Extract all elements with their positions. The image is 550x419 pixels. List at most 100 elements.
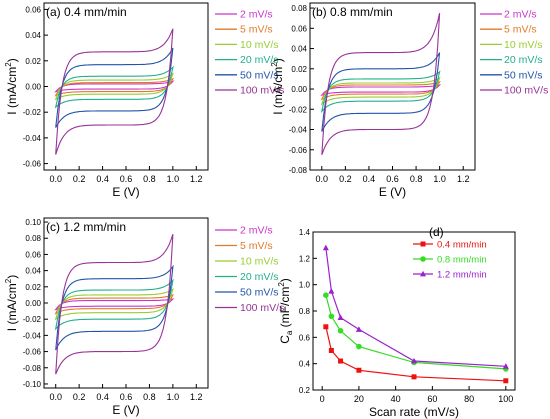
legend-label: 100 mV/s — [504, 85, 548, 97]
x-tick-label: 0.2 — [339, 174, 352, 184]
cv-curve — [54, 293, 175, 315]
x-tick-label: 20 — [354, 394, 364, 404]
data-point — [356, 343, 362, 350]
data-point — [356, 367, 362, 373]
data-point — [328, 313, 335, 320]
legend-label: 1.2 mm/min — [437, 270, 487, 281]
cv-curve — [321, 52, 441, 132]
y-tick-label: -0.06 — [23, 160, 42, 169]
data-point — [502, 363, 509, 369]
y-tick-label: -0.02 — [23, 108, 42, 117]
legend-label: 10 mV/s — [504, 39, 543, 51]
y-tick-label: -0.06 — [23, 348, 42, 357]
y-tick-label: -0.10 — [23, 380, 42, 389]
x-tick-label: 0.6 — [120, 174, 133, 184]
y-tick-label: 1.0 — [299, 281, 311, 290]
chart-panel-1: 0.0 0.2 0.4 0.6 0.8 1.0 1.2 -0.08 -0.06 -0.04 -0.0… — [270, 2, 548, 199]
y-tick-label: 0.06 — [25, 250, 41, 259]
y-tick-label: 0.08 — [25, 234, 41, 243]
x-tick-label: 0.4 — [96, 392, 109, 402]
cv-curve — [55, 28, 174, 155]
cv-curve — [54, 278, 174, 331]
y-tick-label: 1.4 — [299, 228, 311, 237]
legend-label: 100 mV/s — [240, 85, 284, 97]
x-tick-label: 0.6 — [120, 392, 133, 402]
series-line — [325, 247, 506, 367]
x-tick-label: 0.8 — [410, 174, 423, 184]
y-tick-label: 0.04 — [291, 45, 307, 54]
legend-label: 20 mV/s — [240, 54, 279, 66]
y-tick-label: 0.04 — [25, 267, 41, 276]
cv-curve — [54, 287, 174, 321]
legend-marker — [420, 241, 426, 247]
legend-label: 50 mV/s — [504, 69, 543, 81]
data-point — [411, 374, 417, 380]
y-axis-label: I (mA/cm2) — [4, 275, 19, 331]
data-point — [322, 244, 329, 251]
legend-label: 20 mV/s — [504, 54, 543, 66]
y-tick-label: 0.10 — [25, 218, 41, 227]
legend-label: 50 mV/s — [240, 69, 279, 81]
y-tick-label: 0.8 — [299, 307, 311, 316]
legend-label: 0.8 mm/min — [437, 255, 487, 266]
data-point — [323, 324, 329, 330]
x-tick-label: 100 — [498, 394, 513, 404]
y-tick-label: 0.08 — [291, 4, 307, 13]
legend-label: 100 mV/s — [240, 302, 284, 314]
series-line — [325, 326, 506, 382]
data-point — [337, 327, 344, 334]
y-tick-label: 0.06 — [291, 24, 307, 33]
x-tick-label: 40 — [391, 394, 401, 404]
cv-curve — [55, 264, 174, 351]
y-tick-label: -0.02 — [23, 315, 42, 324]
cv-curve — [320, 76, 441, 106]
y-tick-label: 0.00 — [291, 85, 307, 94]
y-tick-label: -0.02 — [289, 105, 308, 114]
y-tick-label: 0.2 — [299, 386, 311, 395]
cv-curve — [320, 80, 441, 101]
x-tick-label: 0.0 — [49, 174, 62, 184]
cv-curve — [320, 84, 442, 97]
cv-curve — [54, 77, 175, 97]
chart-panel-3: 0 20 40 60 80 100 0.2 0.4 0.6 0.8 1.0 1.2 1.4 Scan ra… — [277, 225, 516, 419]
y-tick-label: -0.04 — [23, 134, 42, 143]
legend-marker — [420, 256, 426, 262]
legend-label: 50 mV/s — [240, 287, 279, 299]
y-tick-label: 0.00 — [25, 299, 41, 308]
x-axis-label: E (V) — [379, 185, 406, 199]
data-point — [323, 292, 329, 299]
data-point — [503, 378, 509, 384]
data-point — [328, 348, 334, 353]
x-tick-label: 1.0 — [167, 174, 180, 184]
x-tick-label: 1.2 — [190, 174, 203, 184]
x-tick-label: 0.6 — [386, 174, 399, 184]
y-tick-label: -0.08 — [23, 364, 42, 373]
legend-label: 20 mV/s — [240, 271, 279, 283]
legend-label: 10 mV/s — [240, 256, 279, 268]
x-tick-label: 60 — [427, 394, 437, 404]
panel-label: (b) 0.8 mm/min — [312, 5, 393, 19]
x-tick-label: 0.0 — [49, 392, 62, 402]
y-tick-label: 0.02 — [291, 65, 307, 74]
series-line — [325, 295, 506, 370]
legend-marker — [420, 270, 426, 277]
legend-label: 5 mV/s — [240, 240, 273, 252]
x-axis-label: E (V) — [112, 185, 139, 199]
y-tick-label: 1.2 — [299, 254, 311, 263]
legend-label: 5 mV/s — [240, 24, 273, 36]
plot-frame — [43, 217, 209, 389]
x-tick-label: 0.4 — [96, 174, 109, 184]
chart-panel-0: 0.0 0.2 0.4 0.6 0.8 1.0 1.2 -0.06 -0.04 -0.02 0.00… — [4, 2, 284, 199]
x-tick-label: 1.2 — [457, 174, 470, 184]
y-axis-label: Ca (mF/cm2) — [277, 278, 294, 344]
x-tick-label: 0.4 — [363, 174, 376, 184]
y-tick-label: -0.04 — [23, 331, 42, 340]
cv-curve — [54, 72, 174, 101]
x-tick-label: 1.0 — [433, 174, 446, 184]
x-tick-label: 1.2 — [190, 392, 203, 402]
data-point — [338, 358, 344, 364]
legend-label: 2 mV/s — [240, 225, 273, 237]
panel-label: (a) 0.4 mm/min — [46, 5, 127, 19]
y-axis-label: I (mA/cm2) — [4, 58, 19, 114]
